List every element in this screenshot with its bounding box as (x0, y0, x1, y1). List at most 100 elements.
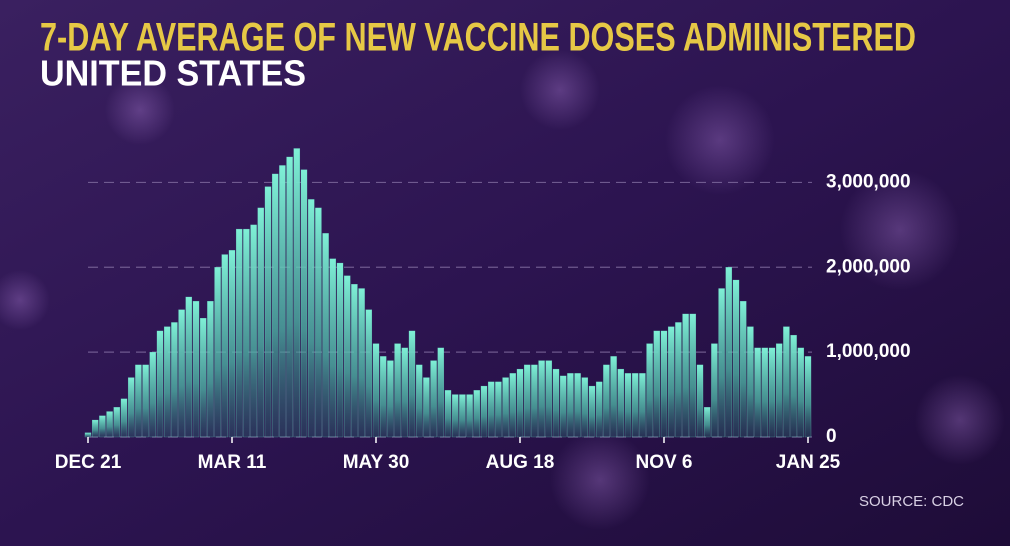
bar (444, 390, 452, 438)
bar (790, 334, 797, 438)
plot: 0 1,000,000 2,000,000 3,000,000 DEC 21 MAR 11… (55, 148, 911, 473)
bar (487, 381, 495, 438)
bar (192, 301, 200, 438)
y-tick-label: 0 (826, 426, 837, 447)
bar (264, 186, 272, 438)
bar (135, 364, 142, 438)
x-tick-label: DEC 21 (55, 452, 122, 473)
bar (480, 385, 488, 438)
bar (250, 224, 257, 438)
x-tick-label: JAN 25 (776, 452, 841, 473)
source: SOURCE: CDC (859, 493, 964, 510)
bar (538, 360, 545, 438)
bar (185, 296, 193, 438)
bar (415, 364, 423, 438)
bar (178, 309, 185, 438)
bar (336, 262, 344, 438)
bar (610, 356, 617, 438)
bar (358, 288, 365, 438)
bar (617, 368, 625, 438)
bar (394, 343, 401, 438)
bar (430, 360, 437, 438)
x-tick-label: AUG 18 (486, 452, 555, 473)
bar (768, 347, 776, 438)
bar (603, 364, 610, 438)
bar (718, 288, 725, 438)
bar (696, 364, 704, 438)
bar (574, 373, 581, 438)
bar (775, 343, 783, 438)
bar (624, 373, 632, 438)
bar (207, 301, 214, 438)
bar (523, 364, 531, 438)
bar (149, 351, 157, 438)
bar (437, 347, 445, 438)
bar (322, 233, 329, 438)
bar (228, 250, 236, 438)
bar (84, 432, 92, 438)
bar (466, 394, 473, 438)
bar (646, 343, 653, 438)
bar (739, 301, 747, 438)
bar (408, 330, 416, 438)
bar (725, 267, 733, 438)
bar (120, 398, 128, 438)
bar (99, 415, 106, 438)
bar (675, 322, 682, 438)
bar (142, 364, 149, 438)
bar (351, 284, 358, 438)
bokeh (0, 50, 1005, 530)
x-tick-label: NOV 6 (635, 452, 692, 473)
bar (660, 330, 668, 438)
bar (473, 390, 481, 438)
bar (199, 318, 207, 438)
bar (329, 258, 337, 438)
bar (293, 148, 301, 438)
bar (387, 360, 394, 438)
bar (495, 381, 502, 438)
y-tick-label: 3,000,000 (826, 171, 911, 192)
bar (797, 347, 805, 438)
bar (127, 377, 135, 438)
bar (588, 385, 596, 438)
bar (300, 169, 308, 438)
bar (286, 156, 293, 438)
x-tick-label: MAR 11 (198, 452, 267, 473)
bar (689, 313, 697, 438)
bar (732, 279, 740, 438)
bar (595, 381, 603, 438)
chart-title: 7-DAY AVERAGE OF NEW VACCINE DOSES ADMIN… (40, 16, 916, 60)
bar (516, 368, 524, 438)
bar (401, 347, 409, 438)
bar (804, 356, 812, 438)
bar (783, 326, 790, 438)
bar (257, 207, 265, 438)
bar (235, 228, 243, 438)
bar (567, 373, 574, 438)
bar (545, 360, 553, 438)
bar (214, 267, 221, 438)
bar (106, 411, 113, 438)
bar (653, 330, 661, 438)
bar (459, 394, 466, 438)
bar (667, 326, 675, 438)
y-tick-label: 2,000,000 (826, 256, 911, 277)
bar (559, 375, 567, 438)
bar (502, 377, 509, 438)
bar (761, 347, 769, 438)
bar (509, 373, 517, 438)
bar (91, 419, 99, 438)
bar (315, 207, 322, 438)
bar (552, 368, 560, 438)
bar (307, 199, 315, 438)
bar (221, 254, 229, 438)
bar (711, 343, 718, 438)
bar (451, 394, 459, 438)
bar (271, 173, 279, 438)
bar (754, 347, 761, 438)
bar (163, 326, 171, 438)
x-tick-label: MAY 30 (343, 452, 410, 473)
y-tick-label: 1,000,000 (826, 341, 911, 362)
